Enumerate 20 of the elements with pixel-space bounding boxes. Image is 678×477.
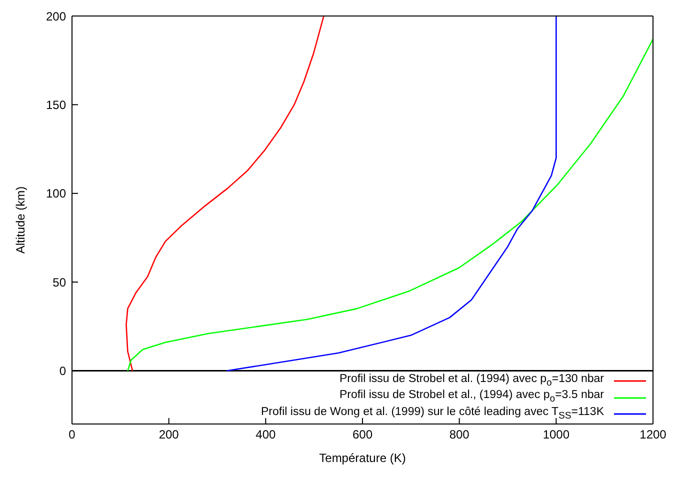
x-tick-label: 800 xyxy=(449,428,470,442)
y-tick-label: 50 xyxy=(52,275,66,290)
y-tick-label: 150 xyxy=(46,98,66,112)
x-tick-label: 200 xyxy=(158,428,180,442)
x-tick-label: 600 xyxy=(352,428,373,442)
x-tick-label: 1000 xyxy=(542,428,570,442)
y-axis-title: Altitude (km) xyxy=(13,186,28,254)
y-tick-label: 200 xyxy=(46,9,66,24)
line-series xyxy=(127,38,653,372)
line-series xyxy=(126,16,324,372)
legend-label: Profil issu de Strobel et al. (1994) avec p$_{o}$=130 nbar xyxy=(339,373,604,390)
x-tick-label: 0 xyxy=(68,428,76,442)
legend-label: Profil issu de Strobel et al., (1994) avec p$_{o}$=3.5 nbar xyxy=(339,389,604,406)
x-tick-label: 400 xyxy=(256,428,276,442)
x-tick-label: 1200 xyxy=(640,428,667,442)
y-tick-label: 0 xyxy=(59,364,66,378)
y-tick-label: 100 xyxy=(46,186,66,201)
x-axis-title: Température (K) xyxy=(319,451,406,465)
line-series xyxy=(226,16,557,372)
legend-label: Profil issu de Wong et al. (1999) sur le côté leading avec T$_{SS}$=113K xyxy=(261,406,604,422)
